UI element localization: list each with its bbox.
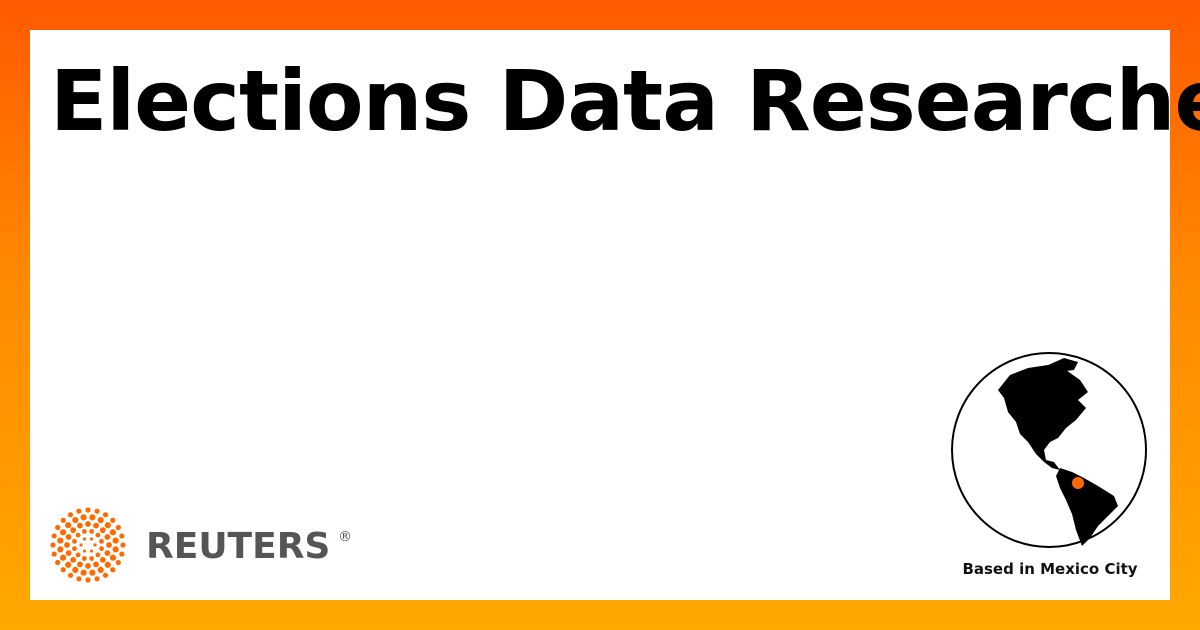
- logo-dot: [112, 537, 119, 544]
- logo-dot: [97, 516, 104, 524]
- location-label: Based in Mexico City: [962, 560, 1138, 578]
- logo-dot: [89, 569, 96, 576]
- logo-dot: [55, 524, 61, 531]
- logo-dot: [93, 561, 99, 568]
- logo-dot: [104, 550, 111, 556]
- logo-dot: [81, 556, 87, 561]
- logo-dot: [60, 517, 66, 523]
- logo-dot: [119, 533, 125, 539]
- logo-dot: [82, 549, 87, 553]
- logo-dot: [89, 529, 95, 534]
- logo-dot: [72, 516, 79, 524]
- logo-dot: [76, 576, 82, 582]
- logo-dot: [120, 542, 126, 548]
- logo-dot: [85, 521, 91, 527]
- logo-dot: [95, 532, 101, 538]
- card-panel: Elections Data Researcher REUTERS ® Base…: [30, 30, 1200, 600]
- logo-dot: [59, 529, 67, 536]
- logo-dot: [65, 550, 72, 556]
- logo-dot: [72, 566, 79, 574]
- logo-dot: [50, 542, 56, 548]
- logo-dot: [77, 561, 83, 568]
- south-america: [1056, 468, 1118, 546]
- logo-dot: [81, 529, 87, 534]
- logo-dot: [104, 522, 111, 529]
- logo-dot: [106, 542, 112, 548]
- logo-dot: [115, 524, 121, 531]
- logo-dot: [72, 538, 77, 544]
- logo-dot: [95, 552, 101, 558]
- logo-dot: [115, 559, 121, 566]
- logo-dot: [89, 537, 94, 541]
- logo-dot: [119, 551, 125, 557]
- logo-dot: [109, 529, 117, 536]
- logo-dot: [110, 517, 116, 523]
- logo-dot: [60, 567, 66, 573]
- logo-dot: [85, 577, 91, 583]
- logo-dot: [80, 514, 87, 521]
- logo-dot: [109, 554, 117, 561]
- logo-dot: [93, 522, 99, 529]
- logo-dot: [99, 538, 104, 544]
- logo-dot: [104, 534, 111, 540]
- logo-dot: [77, 522, 83, 529]
- logo-dot: [112, 546, 119, 553]
- logo-dot: [72, 546, 77, 552]
- logo-dot: [97, 566, 104, 574]
- logo-dot: [99, 556, 106, 563]
- logo-dot: [104, 561, 111, 568]
- logo-dot: [75, 532, 81, 538]
- logo-dot: [70, 527, 77, 534]
- logo-dot: [79, 543, 83, 547]
- logo-dot: [80, 569, 87, 576]
- logo-dot: [85, 563, 91, 569]
- logo-dot: [75, 552, 81, 558]
- logo-dot: [59, 554, 67, 561]
- logo-dot: [94, 508, 100, 514]
- location-dot: [1072, 477, 1084, 489]
- reuters-logo: REUTERS ®: [50, 507, 352, 583]
- logo-dot: [51, 533, 57, 539]
- logo-dot: [85, 507, 91, 513]
- north-america: [998, 365, 1088, 470]
- logo-dot: [70, 556, 77, 563]
- logo-dot: [76, 508, 82, 514]
- logo-dot: [89, 549, 94, 553]
- logo-dot: [102, 512, 109, 518]
- logo-text: REUTERS: [146, 526, 330, 567]
- logo-dot: [89, 514, 96, 521]
- logo-dot: [99, 546, 104, 552]
- greenland: [1046, 358, 1078, 372]
- logo-dot: [64, 542, 70, 548]
- globe: [951, 352, 1147, 548]
- logo-dot: [102, 572, 109, 578]
- logo-dots: [50, 507, 126, 583]
- logo-dot: [55, 559, 61, 566]
- logo-dot: [57, 537, 64, 544]
- logo-dot: [67, 572, 74, 578]
- logo-dot: [65, 534, 72, 540]
- logo-dot: [89, 556, 95, 561]
- logo-dot: [51, 551, 57, 557]
- logo-dot: [65, 561, 72, 568]
- logo-dot: [57, 546, 64, 553]
- logo-dot: [82, 537, 87, 541]
- job-title: Elections Data Researcher: [50, 52, 1200, 150]
- logo-dot: [67, 512, 74, 518]
- logo-mark: ®: [338, 529, 352, 545]
- logo-dot: [93, 543, 97, 547]
- logo-dot: [94, 576, 100, 582]
- logo-dot: [99, 527, 106, 534]
- logo-dot: [110, 567, 116, 573]
- logo-dot: [65, 522, 72, 529]
